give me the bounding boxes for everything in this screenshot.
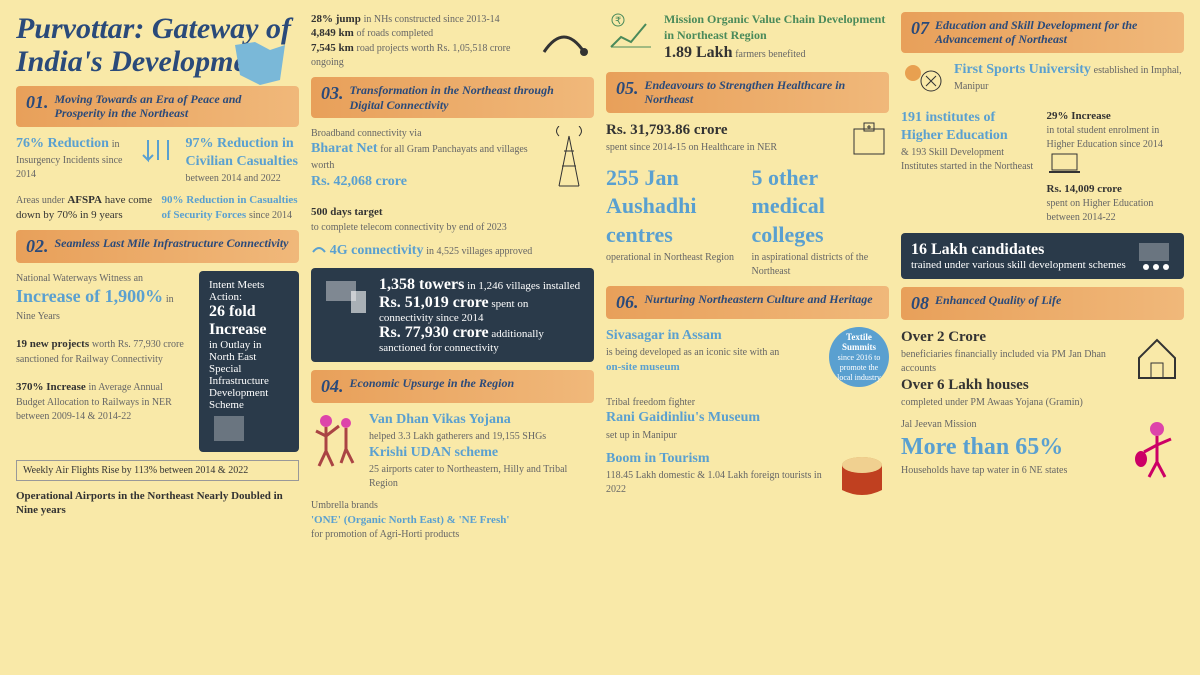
stat-waterways: National Waterways Witness anIncrease of…	[16, 271, 191, 452]
growth-icon: ₹	[606, 12, 656, 52]
badge-text: Moving Towards an Era of Peace and Prosp…	[55, 92, 290, 121]
stat-roads: 4,849 km of roads completed	[311, 26, 526, 40]
house-icon	[1129, 328, 1184, 383]
stat-colleges: 5 other medical collegesin aspirational …	[752, 164, 890, 278]
water-woman-icon	[1129, 417, 1184, 482]
stat-outlay: Intent Meets Action:26 fold Increasein O…	[199, 271, 299, 452]
stat-healthspend: Rs. 31,793.86 crorespent since 2014-15 o…	[606, 121, 841, 156]
badge-num: 02.	[26, 236, 49, 257]
stat-flights: Weekly Air Flights Rise by 113% between …	[16, 460, 299, 481]
stat-institutes: 191 institutes of Higher Education& 193 …	[901, 109, 1039, 225]
badge-num: 07	[911, 18, 929, 39]
section-08-badge: 08 Enhanced Quality of Life	[901, 287, 1184, 320]
stat-jaljeevan: Jal Jeevan MissionMore than 65%Household…	[901, 417, 1121, 482]
stat-museum: Tribal freedom fighterRani Gaidinliu's M…	[606, 395, 889, 442]
badge-text: Nurturing Northeastern Culture and Herit…	[645, 292, 873, 306]
dancers-icon	[311, 411, 361, 471]
stat-houses: Over 6 Lakh housescompleted under PM Awa…	[901, 376, 1121, 410]
stat-4g: 4G connectivity in 4,525 villages approv…	[311, 242, 594, 260]
tower-icon	[544, 126, 594, 196]
stat-brands: Umbrella brands'ONE' (Organic North East…	[311, 498, 594, 541]
sports-icon	[901, 61, 946, 101]
arrows-down-icon	[138, 135, 178, 175]
badge-num: 05.	[616, 78, 639, 99]
badge-text: Seamless Last Mile Infrastructure Connec…	[55, 236, 289, 250]
hospital-icon	[849, 121, 889, 156]
badge-num: 01.	[26, 92, 49, 113]
badge-num: 06.	[616, 292, 639, 313]
stat-enrolment: 29% Increasein total student enrolment i…	[1047, 109, 1185, 152]
section-03-badge: 03. Transformation in the Northeast thro…	[311, 77, 594, 118]
road-icon	[534, 12, 594, 62]
section-05-badge: 05. Endeavours to Strengthen Healthcare …	[606, 72, 889, 113]
badge-num: 03.	[321, 83, 344, 104]
stat-civilian: 97% Reduction in Civilian Casualties bet…	[186, 135, 300, 186]
badge-text: Education and Skill Development for the …	[935, 18, 1174, 47]
badge-num: 04.	[321, 376, 344, 397]
stat-eduspend: Rs. 14,009 crorespent on Higher Educatio…	[1047, 182, 1185, 225]
training-icon	[1134, 241, 1174, 271]
svg-text:₹: ₹	[615, 16, 621, 27]
laptop-icon	[1047, 152, 1082, 177]
section-07-badge: 07 Education and Skill Development for t…	[901, 12, 1184, 53]
textile-circle: Textile Summitssince 2016 to promote the…	[829, 327, 889, 387]
stat-afspa: Areas under AFSPA have come down by 70% …	[16, 193, 154, 222]
badge-text: Economic Upsurge in the Region	[350, 376, 515, 390]
section-06-badge: 06. Nurturing Northeastern Culture and H…	[606, 286, 889, 319]
badge-text: Endeavours to Strengthen Healthcare in N…	[645, 78, 880, 107]
stat-vandhan: Van Dhan Vikas Yojanahelped 3.3 Lakh gat…	[369, 411, 594, 443]
stat-insurgency: 76% Reduction in Insurgency Incidents si…	[16, 135, 130, 186]
badge-text: Enhanced Quality of Life	[935, 293, 1061, 307]
stat-tourism: Boom in Tourism118.45 Lakh domestic & 1.…	[606, 450, 826, 500]
connectivity-box: 1,358 towers in 1,246 villages installed…	[311, 268, 594, 362]
stat-airports: Operational Airports in the Northeast Ne…	[16, 489, 299, 518]
stat-aushadhi: 255 Jan Aushadhi centresoperational in N…	[606, 164, 744, 278]
building-icon	[209, 411, 249, 441]
badge-num: 08	[911, 293, 929, 314]
stat-projects: 7,545 km road projects worth Rs. 1,05,51…	[311, 41, 526, 70]
wifi-icon	[311, 242, 327, 254]
stat-sports-univ: First Sports University established in I…	[954, 61, 1184, 101]
stat-nh: 28% jump in NHs constructed since 2013-1…	[311, 12, 526, 26]
section-02-badge: 02. Seamless Last Mile Infrastructure Co…	[16, 230, 299, 263]
badge-text: Transformation in the Northeast through …	[350, 83, 585, 112]
devices-icon	[321, 276, 371, 316]
drum-icon	[834, 450, 889, 500]
stat-organic: Mission Organic Value Chain Development …	[664, 12, 889, 64]
stat-sivasagar: Sivasagar in Assamis being developed as …	[606, 327, 821, 387]
map-icon	[230, 40, 290, 90]
stat-bharatnet: Broadband connectivity viaBharat Net for…	[311, 126, 536, 234]
section-01-badge: 01. Moving Towards an Era of Peace and P…	[16, 86, 299, 127]
stat-udan: Krishi UDAN scheme25 airports cater to N…	[369, 444, 594, 491]
stat-jandhan: Over 2 Crorebeneficiaries financially in…	[901, 328, 1121, 376]
section-04-badge: 04. Economic Upsurge in the Region	[311, 370, 594, 403]
stat-forces: 90% Reduction in Casualties of Security …	[162, 193, 300, 222]
skill-box: 16 Lakh candidatestrained under various …	[901, 233, 1184, 279]
